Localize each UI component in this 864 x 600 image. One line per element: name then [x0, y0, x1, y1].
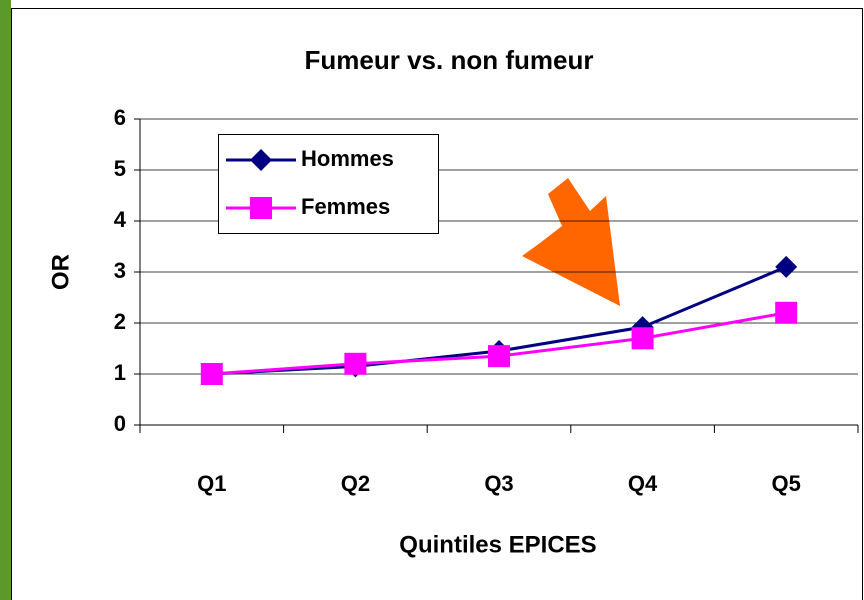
chart-title: Fumeur vs. non fumeur	[305, 45, 594, 75]
data-point	[344, 352, 367, 375]
data-point	[631, 327, 654, 350]
legend-label: Hommes	[301, 146, 394, 171]
x-tick-label: Q2	[341, 471, 370, 496]
x-tick-label: Q3	[484, 471, 513, 496]
legend-label: Femmes	[301, 194, 390, 219]
legend-marker	[250, 197, 272, 219]
data-point	[775, 301, 798, 324]
legend-marker	[250, 149, 272, 171]
data-point	[488, 345, 510, 368]
y-axis-label: OR	[47, 254, 74, 290]
y-tick-label: 6	[114, 105, 126, 130]
side-strip	[0, 0, 11, 600]
y-tick-label: 0	[114, 411, 126, 436]
x-axis-label: Quintiles EPICES	[399, 531, 596, 558]
x-tick-label: Q4	[628, 471, 658, 496]
x-tick-label: Q1	[197, 471, 226, 496]
x-tick-label: Q5	[772, 471, 801, 496]
frame	[11, 8, 863, 600]
y-tick-label: 4	[114, 207, 127, 232]
y-tick-label: 5	[114, 156, 126, 181]
y-tick-label: 1	[114, 360, 126, 385]
y-tick-label: 3	[114, 258, 126, 283]
data-point	[200, 363, 223, 385]
data-point	[775, 255, 798, 278]
y-tick-label: 2	[114, 309, 126, 334]
annotation-arrow	[522, 178, 620, 306]
